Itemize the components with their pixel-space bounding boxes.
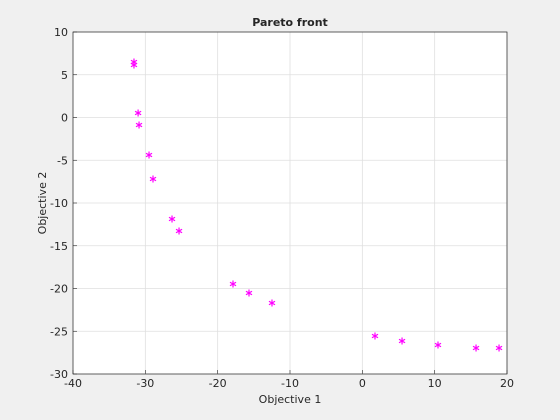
x-tick-label: 0 <box>359 377 366 390</box>
scatter-point <box>229 280 237 288</box>
scatter-point <box>472 344 480 352</box>
x-tick-label: -10 <box>281 377 299 390</box>
scatter-point <box>145 151 153 159</box>
x-tick-label: -20 <box>209 377 227 390</box>
scatter-point <box>371 332 379 340</box>
scatter-point <box>168 215 176 223</box>
scatter-point <box>495 344 503 352</box>
x-tick-label: 10 <box>428 377 442 390</box>
y-axis-label: Objective 2 <box>36 172 49 235</box>
scatter-point <box>175 227 183 235</box>
x-tick-label: 20 <box>500 377 514 390</box>
y-tick-label: -15 <box>50 240 68 253</box>
scatter-point <box>245 289 253 297</box>
scatter-point <box>434 341 442 349</box>
scatter-point <box>130 61 138 69</box>
axes-box <box>72 31 508 375</box>
y-tick-label: -30 <box>50 368 68 381</box>
y-tick-label: -5 <box>57 154 68 167</box>
scatter-point <box>135 121 143 129</box>
scatter-point <box>149 175 157 183</box>
y-tick-label: 0 <box>61 112 68 125</box>
scatter-point <box>398 337 406 345</box>
chart-title: Pareto front <box>252 16 328 29</box>
y-tick-label: -25 <box>50 325 68 338</box>
x-tick-label: -40 <box>64 377 82 390</box>
y-tick-label: -20 <box>50 283 68 296</box>
x-tick-label: -30 <box>136 377 154 390</box>
y-tick-label: 10 <box>54 26 68 39</box>
scatter-point <box>268 299 276 307</box>
scatter-point <box>134 109 142 117</box>
y-tick-label: -10 <box>50 197 68 210</box>
y-tick-label: 5 <box>61 69 68 82</box>
x-axis-label: Objective 1 <box>259 393 322 406</box>
